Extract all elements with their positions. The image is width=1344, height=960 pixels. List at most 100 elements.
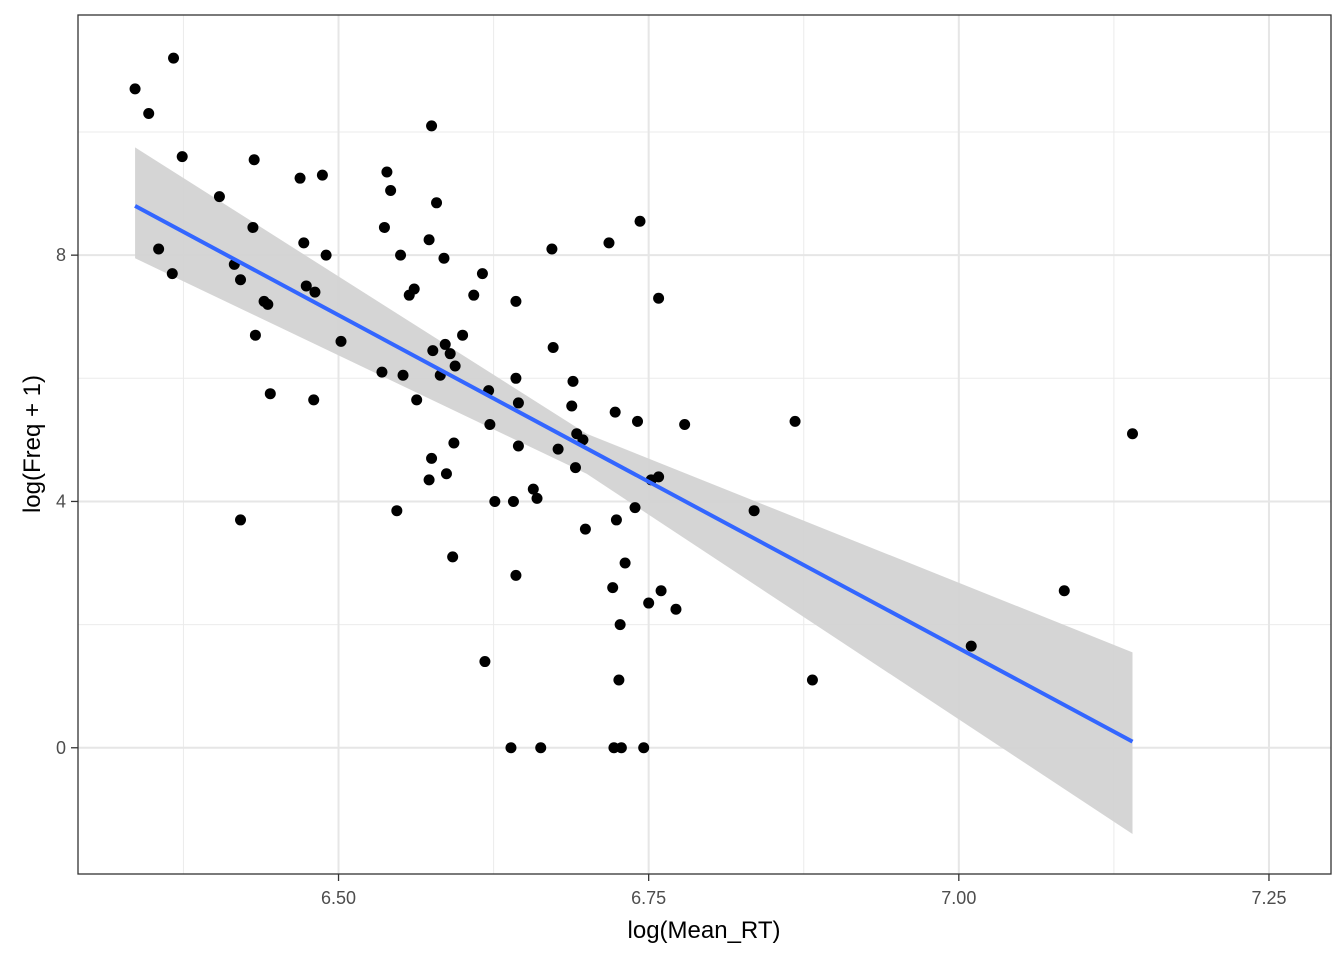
data-point — [512, 440, 524, 452]
data-point — [479, 656, 491, 668]
data-point — [143, 108, 155, 120]
data-point — [381, 166, 393, 178]
data-point — [378, 221, 390, 233]
data-point — [569, 462, 581, 474]
data-point — [316, 169, 328, 181]
data-point — [609, 406, 621, 418]
data-point — [247, 221, 259, 233]
x-tick-label: 7.25 — [1251, 888, 1286, 908]
data-point — [527, 483, 539, 495]
data-point — [166, 268, 178, 280]
plot-border — [77, 14, 1332, 875]
data-point — [448, 437, 460, 449]
data-point — [748, 505, 760, 517]
data-point — [670, 603, 682, 615]
data-point — [426, 452, 438, 464]
data-point — [1127, 428, 1139, 440]
data-point — [376, 366, 388, 378]
data-point — [440, 468, 452, 480]
data-point — [610, 514, 622, 526]
data-point — [615, 742, 627, 754]
data-point — [294, 172, 306, 184]
data-point — [512, 397, 524, 409]
data-point — [264, 388, 276, 400]
x-axis-title: log(Mean_RT) — [628, 917, 781, 944]
data-point — [457, 329, 469, 341]
data-point — [567, 375, 579, 387]
data-point — [552, 443, 564, 455]
data-point — [510, 569, 522, 581]
data-point — [1058, 585, 1070, 597]
data-point — [468, 289, 480, 301]
data-point — [439, 338, 451, 350]
data-point — [613, 674, 625, 686]
data-point — [577, 434, 589, 446]
data-point — [806, 674, 818, 686]
data-point — [248, 154, 260, 166]
data-point — [298, 237, 310, 249]
y-tick-label: 8 — [56, 245, 66, 265]
data-point — [411, 394, 423, 406]
data-point — [489, 495, 501, 507]
data-point — [408, 283, 420, 295]
data-point — [249, 329, 261, 341]
x-tick-label: 7.00 — [941, 888, 976, 908]
data-point — [129, 83, 141, 95]
data-point — [629, 502, 641, 514]
data-point — [395, 249, 407, 261]
data-point — [235, 514, 247, 526]
data-point — [653, 292, 665, 304]
data-point — [547, 342, 559, 354]
regression-line — [134, 204, 1134, 744]
data-point — [505, 742, 517, 754]
data-point — [309, 286, 321, 298]
data-point — [579, 523, 591, 535]
data-point — [535, 742, 547, 754]
data-point — [507, 495, 519, 507]
data-point — [427, 345, 439, 357]
data-point — [397, 369, 409, 381]
data-point — [153, 243, 165, 255]
data-point — [614, 619, 626, 631]
data-point — [335, 335, 347, 347]
data-point — [510, 372, 522, 384]
data-point — [655, 585, 667, 597]
x-tick-label: 6.75 — [631, 888, 666, 908]
data-point — [431, 197, 443, 209]
data-point — [653, 471, 665, 483]
data-point — [385, 184, 397, 196]
data-point — [531, 492, 543, 504]
data-point — [638, 742, 650, 754]
data-point — [546, 243, 558, 255]
data-point — [607, 582, 619, 594]
data-point — [965, 640, 977, 652]
data-point — [262, 298, 274, 310]
data-points — [129, 52, 1139, 754]
data-point — [679, 418, 691, 430]
data-point — [632, 415, 644, 427]
data-point — [300, 280, 312, 292]
x-tick-label: 6.50 — [321, 888, 356, 908]
data-point — [308, 394, 320, 406]
data-point — [426, 120, 438, 132]
data-point — [566, 400, 578, 412]
data-point — [235, 274, 247, 286]
data-point — [449, 360, 461, 372]
data-point — [484, 418, 496, 430]
data-point — [320, 249, 332, 261]
data-point — [438, 252, 450, 264]
data-point — [423, 234, 435, 246]
y-axis-ticks: 0 4 8 — [56, 245, 78, 758]
data-point — [168, 52, 180, 64]
data-point — [603, 237, 615, 249]
data-point — [423, 474, 435, 486]
y-tick-label: 4 — [56, 491, 66, 511]
y-axis-title: log(Freq + 1) — [19, 375, 46, 513]
data-point — [789, 415, 801, 427]
plot-panel — [78, 15, 1331, 874]
data-point — [213, 191, 225, 203]
data-point — [510, 295, 522, 307]
x-axis-ticks: 6.50 6.75 7.00 7.25 — [321, 874, 1286, 908]
data-point — [643, 597, 655, 609]
